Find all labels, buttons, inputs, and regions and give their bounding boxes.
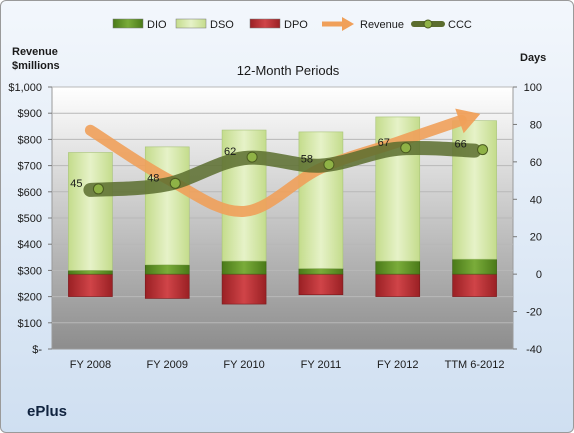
dio-bar — [144, 264, 190, 275]
dio-bar — [452, 258, 497, 275]
right-tick-label: 60 — [530, 157, 542, 169]
legend-arrowhead-revenue — [342, 17, 354, 31]
ccc-marker — [246, 151, 258, 163]
left-axis-label-line1: Revenue — [12, 46, 58, 58]
right-tick-label: 100 — [524, 82, 542, 94]
dio-bar — [375, 260, 421, 275]
ccc-marker — [169, 177, 181, 189]
ccc-data-label: 66 — [454, 139, 466, 151]
x-tick-label: TTM 6-2012 — [445, 359, 505, 371]
revenue-series — [84, 108, 481, 217]
revenue-line — [84, 114, 467, 217]
x-axis-ticks: FY 2008 FY 2009 FY 2010 FY 2011 FY 2012 TTM 6… — [70, 359, 505, 371]
legend-label-dio: DIO — [147, 19, 167, 31]
right-tick-label: -20 — [526, 307, 542, 319]
dpo-bar — [68, 273, 113, 297]
dio-bar — [68, 270, 113, 275]
legend-marker-ccc — [423, 19, 433, 29]
dpo-bar — [144, 273, 190, 299]
legend-swatch-dio — [112, 18, 144, 29]
chart-title: 12-Month Periods — [237, 63, 340, 78]
right-tick-label: -40 — [526, 344, 542, 356]
legend-label-revenue: Revenue — [360, 19, 404, 31]
x-tick-label: FY 2012 — [377, 359, 418, 371]
x-tick-label: FY 2009 — [147, 359, 188, 371]
right-axis-ticks: -40 -20 0 20 40 60 80 100 — [513, 82, 542, 356]
dso-bar — [298, 131, 344, 269]
left-tick-label: $500 — [18, 213, 42, 225]
left-tick-label: $300 — [18, 265, 42, 277]
left-tick-label: $800 — [18, 134, 42, 146]
x-tick-label: FY 2010 — [223, 359, 264, 371]
right-tick-label: 40 — [530, 194, 542, 206]
left-tick-label: $900 — [18, 108, 42, 120]
legend-swatch-dpo — [249, 18, 281, 29]
dpo-bar — [221, 273, 267, 305]
ccc-data-label: 48 — [147, 172, 159, 184]
right-tick-label: 20 — [530, 232, 542, 244]
bars — [68, 116, 497, 305]
left-tick-label: $1,000 — [8, 82, 42, 94]
x-tick-label: FY 2008 — [70, 359, 111, 371]
ccc-marker — [400, 142, 412, 154]
legend: DIO DSO DPO Revenue CCC — [112, 17, 472, 31]
dpo-bar — [375, 273, 421, 297]
dio-bar — [221, 260, 267, 275]
left-tick-label: $100 — [18, 318, 42, 330]
left-tick-label: $600 — [18, 187, 42, 199]
left-axis-ticks: $- $100 $200 $300 $400 $500 $600 $700 $800 $900 $1… — [8, 82, 52, 356]
legend-swatch-dso — [175, 18, 207, 29]
ccc-data-label: 62 — [224, 146, 236, 158]
ccc-data-label: 67 — [378, 137, 390, 149]
legend-label-dso: DSO — [210, 19, 234, 31]
right-axis-label: Days — [520, 52, 546, 64]
ccc-data-label: 58 — [301, 154, 313, 166]
left-tick-label: $700 — [18, 161, 42, 173]
ccc-data-label: 45 — [70, 178, 82, 190]
right-tick-label: 0 — [536, 269, 542, 281]
ccc-marker — [477, 144, 489, 156]
ccc-series: 45 48 62 58 67 66 — [70, 137, 489, 197]
legend-label-dpo: DPO — [284, 19, 308, 31]
company-name: ePlus — [27, 403, 68, 420]
dio-bar — [298, 268, 344, 275]
ccc-marker — [323, 159, 335, 171]
left-tick-label: $- — [32, 344, 42, 356]
left-tick-label: $200 — [18, 292, 42, 304]
legend-label-ccc: CCC — [448, 19, 472, 31]
ccc-marker — [92, 183, 104, 195]
dso-bar — [68, 152, 113, 271]
left-tick-label: $400 — [18, 239, 42, 251]
dpo-bar — [452, 273, 497, 297]
right-tick-label: 80 — [530, 119, 542, 131]
dpo-bar — [298, 273, 344, 296]
x-tick-label: FY 2011 — [301, 359, 342, 371]
revenue-arrowhead — [455, 108, 481, 134]
left-axis-label-line2: $millions — [12, 60, 60, 72]
